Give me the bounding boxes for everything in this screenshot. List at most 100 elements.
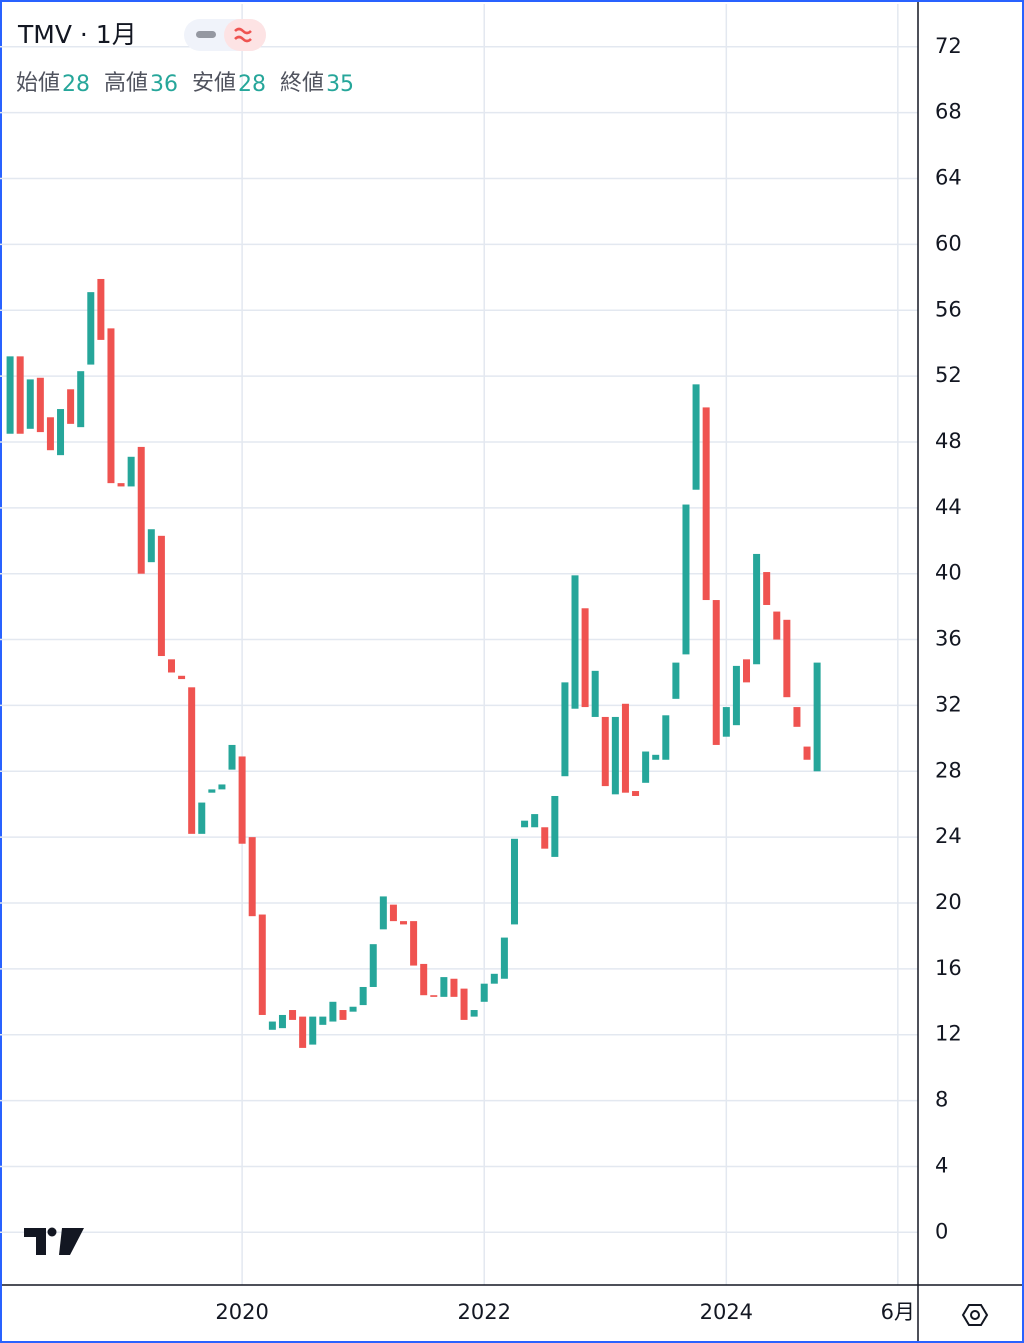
candle: [783, 619, 791, 698]
y-tick-label: 12: [935, 1022, 962, 1046]
candle: [389, 904, 397, 922]
y-tick-label: 56: [935, 297, 962, 321]
legend-label: 始値: [16, 71, 60, 96]
candle: [97, 278, 105, 340]
candle: [732, 665, 740, 726]
candle: [268, 1021, 276, 1030]
y-tick-label: 8: [935, 1088, 948, 1112]
legend-value: 36: [150, 72, 178, 97]
candle: [369, 944, 377, 987]
y-tick-label: 0: [935, 1219, 948, 1243]
candle: [500, 937, 508, 979]
candle: [450, 978, 458, 997]
y-tick-label: 20: [935, 890, 962, 914]
y-tick-label: 44: [935, 495, 962, 519]
candle: [702, 407, 710, 601]
legend-label: 終値: [280, 71, 324, 96]
candle: [6, 356, 14, 434]
candle: [803, 746, 811, 760]
candle: [591, 670, 599, 717]
x-tick-label: 2020: [215, 1300, 268, 1324]
candle: [359, 986, 367, 1006]
y-tick-label: 4: [935, 1153, 948, 1177]
candle: [167, 659, 175, 673]
candle: [722, 707, 730, 737]
candle: [773, 611, 781, 640]
candle: [178, 675, 186, 680]
legend-value: 28: [62, 72, 90, 97]
tv-logo: [24, 1227, 84, 1255]
candle: [763, 572, 771, 605]
candle: [289, 1010, 297, 1020]
candle: [208, 789, 216, 793]
candle: [682, 504, 690, 655]
candle: [793, 707, 801, 727]
candle: [77, 371, 85, 428]
legend-value: 28: [238, 72, 266, 97]
candle: [430, 995, 438, 997]
candle: [743, 659, 751, 683]
candle: [258, 914, 266, 1015]
candle: [632, 791, 640, 796]
candle: [460, 988, 468, 1020]
candle: [87, 292, 95, 365]
candle: [490, 973, 498, 984]
candle: [67, 389, 75, 424]
candle: [248, 837, 256, 917]
settings-button[interactable]: [961, 1304, 989, 1326]
candle: [410, 921, 418, 966]
badge[interactable]: [224, 19, 266, 51]
candle: [692, 384, 700, 490]
candle: [753, 553, 761, 665]
candle: [36, 377, 44, 433]
x-tick-label: 2022: [457, 1300, 510, 1324]
candle: [662, 715, 670, 760]
candle: [228, 744, 236, 770]
candle: [561, 682, 569, 777]
candle: [712, 600, 720, 745]
y-tick-label: 48: [935, 429, 962, 453]
candle: [107, 328, 115, 484]
legend-value: 35: [326, 72, 354, 97]
candle: [581, 608, 589, 708]
y-tick-label: 64: [935, 166, 962, 190]
candle: [127, 456, 135, 487]
legend-label: 安値: [192, 71, 236, 96]
candle: [480, 983, 488, 1002]
candle: [147, 529, 155, 563]
candle: [349, 1006, 357, 1012]
candle: [339, 1010, 347, 1020]
candle: [551, 795, 559, 857]
candle: [157, 535, 165, 657]
x-tick-label: 6月: [881, 1300, 915, 1324]
candle: [319, 1016, 327, 1025]
x-tick-label: 2024: [700, 1300, 753, 1324]
candle: [440, 977, 448, 997]
y-tick-label: 60: [935, 231, 962, 255]
candle: [621, 703, 629, 793]
candle: [117, 483, 125, 487]
y-tick-label: 32: [935, 692, 962, 716]
candle: [652, 754, 660, 760]
y-tick-label: 52: [935, 363, 962, 387]
candle: [198, 802, 206, 834]
y-tick-label: 72: [935, 34, 962, 58]
chart-title: TMV · 1月: [17, 20, 137, 49]
candle: [611, 716, 619, 795]
candle: [420, 963, 428, 996]
candle: [642, 751, 650, 783]
candle: [521, 820, 529, 828]
y-tick-label: 28: [935, 758, 962, 782]
candle: [531, 814, 539, 828]
candle: [238, 756, 246, 844]
candle: [541, 827, 549, 849]
badge-icon: [196, 31, 216, 38]
candle: [813, 662, 821, 772]
candle: [672, 662, 680, 699]
candle: [571, 575, 579, 709]
grid: [0, 4, 918, 1285]
candle: [601, 716, 609, 787]
